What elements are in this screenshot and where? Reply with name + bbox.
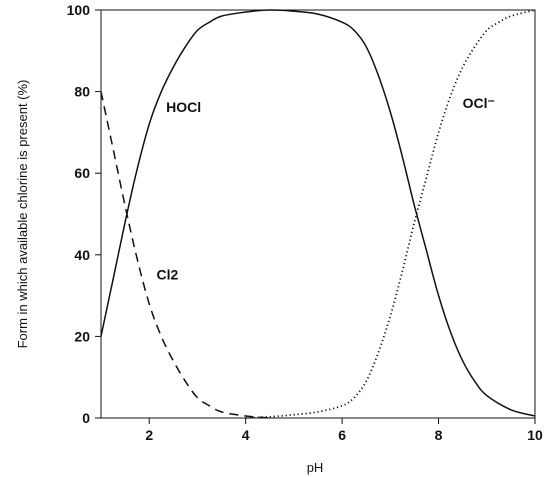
y-tick-label: 0 [82, 410, 90, 426]
y-tick-label: 80 [74, 84, 90, 100]
series-labels: HOCl Cl2 OCl⁻ [156, 95, 494, 282]
x-tick-label: 4 [242, 427, 250, 443]
series-line-ocl [245, 9, 536, 419]
axes: 0 20 40 60 80 100 2 4 6 8 10 pH Form in which availa… [15, 2, 543, 475]
y-tick-label: 40 [74, 247, 90, 263]
x-tick-label: 10 [527, 427, 543, 443]
x-tick-label: 2 [145, 427, 153, 443]
y-tick-label: 20 [74, 328, 90, 344]
x-tick-label: 8 [435, 427, 443, 443]
y-tick-label: 100 [67, 2, 91, 18]
x-tick-label: 6 [338, 427, 346, 443]
plot-frame [100, 9, 536, 419]
series-line-hocl [100, 9, 536, 417]
curves [100, 9, 536, 419]
series-label-ocl: OCl⁻ [463, 95, 495, 111]
series-line-cl2 [100, 91, 270, 419]
y-axis-title: Form in which available chlorine is pres… [15, 80, 30, 349]
y-tick-label: 60 [74, 165, 90, 181]
series-label-hocl: HOCl [166, 99, 201, 115]
x-axis-title: pH [307, 460, 324, 475]
series-label-cl2: Cl2 [156, 266, 178, 282]
